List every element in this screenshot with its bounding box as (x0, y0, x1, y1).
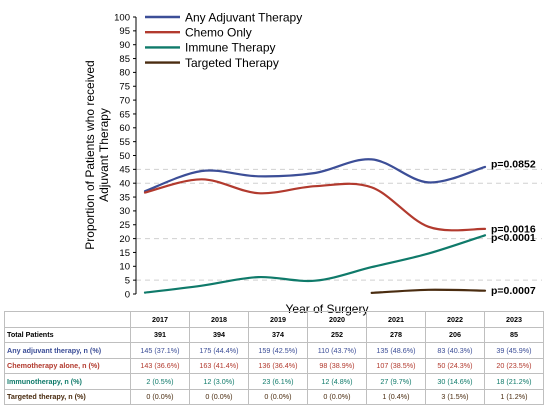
table-cell: 18 (21.2%) (484, 373, 544, 390)
y-tick-label: 40 (119, 179, 130, 190)
table-cell: 206 (425, 326, 485, 343)
table-cell: 110 (43.7%) (307, 342, 367, 359)
year-header: 2022 (425, 311, 485, 328)
table-cell: 159 (42.5%) (248, 342, 308, 359)
series-line-chemo-only (143, 178, 487, 232)
y-axis-label-line-2: Adjuvant Therapy (97, 108, 111, 202)
y-tick-label: 100 (114, 12, 130, 23)
y-tick-label: 50 (119, 151, 130, 162)
table-cell: 107 (38.5%) (366, 357, 426, 374)
y-tick-label: 30 (119, 206, 130, 217)
axes (133, 16, 137, 295)
table-cell: 0 (0.0%) (307, 388, 367, 405)
legend-label: Any Adjuvant Therapy (185, 10, 302, 24)
legend-label: Targeted Therapy (185, 56, 279, 70)
y-tick-label: 90 (119, 40, 130, 51)
legend-label: Chemo Only (185, 26, 252, 40)
y-tick-label: 60 (119, 123, 130, 134)
y-tick-label: 45 (119, 165, 130, 176)
legend-label: Immune Therapy (185, 41, 276, 55)
table-cell: 39 (45.9%) (484, 342, 544, 359)
table-cell: 136 (36.4%) (248, 357, 308, 374)
row-label: Chemotherapy alone, n (%) (4, 357, 131, 374)
table-cell: 135 (48.6%) (366, 342, 426, 359)
y-tick-label: 75 (119, 82, 130, 93)
row-label: Targeted therapy, n (%) (4, 388, 131, 405)
table-row: Chemotherapy alone, n (%) 143 (36.6%) 163 … (4, 357, 544, 374)
table-cell: 30 (14.6%) (425, 373, 485, 390)
year-header: 2021 (366, 311, 426, 328)
p-value-label: p<0.0001 (491, 232, 536, 244)
y-tick-label: 10 (119, 262, 130, 273)
table-cell: 1 (0.4%) (366, 388, 426, 405)
table-header-row: 2017 2018 2019 2020 2021 2022 2023 (4, 311, 544, 328)
series-lines (143, 158, 487, 294)
table-row: Immunotherapy, n (%) 2 (0.5%) 12 (3.0%) 23 … (4, 373, 544, 390)
table-cell: 0 (0.0%) (248, 388, 308, 405)
table-corner-cell (4, 311, 131, 328)
table-cell: 145 (37.1%) (130, 342, 190, 359)
series-line-targeted-therapy (370, 288, 487, 294)
y-tick-label: 85 (119, 54, 130, 65)
row-label: Immunotherapy, n (%) (4, 373, 131, 390)
table-cell: 394 (189, 326, 249, 343)
table-row: Any adjuvant therapy, n (%) 145 (37.1%) 17… (4, 342, 544, 359)
p-value-label: p=0.0852 (491, 158, 536, 170)
p-value-label: p=0.0016 (491, 223, 536, 235)
year-header: 2019 (248, 311, 308, 328)
table-cell: 85 (484, 326, 544, 343)
table-cell: 0 (0.0%) (189, 388, 249, 405)
table-cell: 98 (38.9%) (307, 357, 367, 374)
table-cell: 374 (248, 326, 308, 343)
y-tick-label: 70 (119, 95, 130, 106)
y-tick-label: 80 (119, 68, 130, 79)
table-cell: 143 (36.6%) (130, 357, 190, 374)
table-cell: 12 (4.8%) (307, 373, 367, 390)
table-cell: 1 (1.2%) (484, 388, 544, 405)
year-header: 2020 (307, 311, 367, 328)
year-header: 2018 (189, 311, 249, 328)
y-tick-label: 20 (119, 234, 130, 245)
row-label: Total Patients (4, 326, 131, 343)
table-cell: 23 (6.1%) (248, 373, 308, 390)
table-cell: 252 (307, 326, 367, 343)
y-tick-labels: 0 5 10 15 20 25 30 35 40 45 50 55 60 65 70 75 80 85 90 95 10… (114, 12, 130, 300)
grid-lines (136, 168, 542, 281)
table-cell: 3 (1.5%) (425, 388, 485, 405)
table-cell: 20 (23.5%) (484, 357, 544, 374)
table-row: Targeted therapy, n (%) 0 (0.0%) 0 (0.0%) 0… (4, 388, 544, 405)
table-cell: 391 (130, 326, 190, 343)
y-tick-label: 15 (119, 248, 130, 259)
y-tick-label: 0 (125, 289, 130, 300)
table-cell: 12 (3.0%) (189, 373, 249, 390)
table-cell: 2 (0.5%) (130, 373, 190, 390)
y-tick-label: 65 (119, 109, 130, 120)
summary-table: 2017 2018 2019 2020 2021 2022 2023 Total… (4, 311, 544, 405)
table-row-total: Total Patients 391 394 374 252 278 206 85 (4, 326, 544, 343)
table-cell: 27 (9.7%) (366, 373, 426, 390)
table-cell: 83 (40.3%) (425, 342, 485, 359)
row-label: Any adjuvant therapy, n (%) (4, 342, 131, 359)
series-line-immune-therapy (143, 234, 487, 294)
table-cell: 278 (366, 326, 426, 343)
year-header: 2023 (484, 311, 544, 328)
y-tick-label: 95 (119, 26, 130, 37)
table-cell: 163 (41.4%) (189, 357, 249, 374)
table-cell: 50 (24.3%) (425, 357, 485, 374)
y-tick-label: 25 (119, 220, 130, 231)
y-axis-label-line-1: Proportion of Patients who received (83, 60, 97, 249)
p-value-label: p=0.0007 (491, 285, 536, 297)
y-tick-label: 35 (119, 192, 130, 203)
y-tick-label: 5 (125, 275, 130, 286)
series-line-any-adjuvant-therapy (143, 158, 487, 193)
y-tick-label: 55 (119, 137, 130, 148)
table-cell: 0 (0.0%) (130, 388, 190, 405)
year-header: 2017 (130, 311, 190, 328)
table-cell: 175 (44.4%) (189, 342, 249, 359)
